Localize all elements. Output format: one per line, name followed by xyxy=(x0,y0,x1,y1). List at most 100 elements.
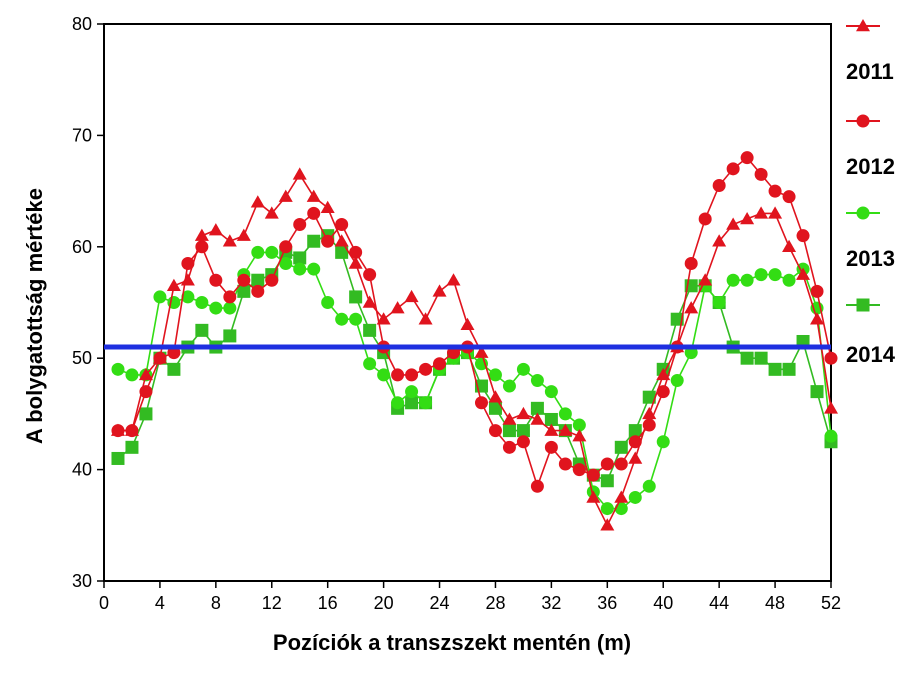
data-point-2011 xyxy=(334,234,349,247)
data-point-2011 xyxy=(572,429,587,442)
data-point-2012 xyxy=(726,162,740,176)
data-point-2013 xyxy=(405,385,419,399)
data-point-2012 xyxy=(265,273,279,287)
data-point-2011 xyxy=(782,239,797,253)
data-point-2012 xyxy=(251,284,265,298)
series-line-2013 xyxy=(117,251,832,510)
data-point-2011 xyxy=(698,273,713,286)
x-tick-label: 44 xyxy=(709,593,729,613)
x-tick-label: 40 xyxy=(653,593,673,613)
legend: 2011 2012 2013 2014 xyxy=(846,19,896,367)
data-point-2011 xyxy=(502,412,517,425)
data-point-2012 xyxy=(209,273,223,287)
data-point-2013 xyxy=(558,407,572,421)
data-point-2013 xyxy=(754,268,768,282)
data-point-2012 xyxy=(307,206,321,220)
data-point-2011 xyxy=(278,189,293,202)
data-point-2013 xyxy=(377,368,391,382)
x-tick-label: 24 xyxy=(430,593,450,613)
x-tick-label: 0 xyxy=(99,593,109,613)
x-tick-label: 28 xyxy=(485,593,505,613)
legend-marker xyxy=(856,114,870,128)
data-point-2011 xyxy=(544,423,559,436)
data-point-2011 xyxy=(810,312,825,325)
x-tick-label: 16 xyxy=(318,593,338,613)
data-point-2013 xyxy=(363,357,377,371)
data-point-2011 xyxy=(796,267,811,280)
data-point-2012 xyxy=(796,229,810,243)
data-point-2013 xyxy=(572,418,586,432)
data-point-2014 xyxy=(488,401,502,415)
series-line-2012 xyxy=(118,156,832,489)
data-point-2013 xyxy=(251,245,265,259)
data-point-2012 xyxy=(474,396,488,410)
data-point-2013 xyxy=(419,396,433,410)
x-tick-label: 20 xyxy=(374,593,394,613)
data-point-2011 xyxy=(194,228,209,241)
data-point-2014 xyxy=(125,440,139,454)
data-point-2012 xyxy=(754,167,768,181)
data-point-2012 xyxy=(712,179,726,193)
data-point-2012 xyxy=(502,440,516,454)
data-point-2012 xyxy=(810,284,824,298)
x-axis-title: Pozíciók a transzszekt mentén (m) xyxy=(273,630,631,655)
data-point-2011 xyxy=(110,423,125,436)
data-point-2013 xyxy=(824,429,838,443)
data-point-2013 xyxy=(293,262,307,276)
legend-item-2014: 2014 xyxy=(846,298,896,367)
y-tick-label: 60 xyxy=(72,237,92,257)
data-point-2014 xyxy=(782,362,796,376)
data-point-2012 xyxy=(279,240,293,254)
data-point-2013 xyxy=(600,502,614,516)
data-point-2014 xyxy=(614,440,628,454)
data-point-2013 xyxy=(516,362,530,376)
data-point-2012 xyxy=(740,151,754,165)
data-point-2012 xyxy=(321,234,335,248)
legend-marker xyxy=(856,19,870,32)
data-point-2013 xyxy=(349,312,363,326)
legend-label: 2012 xyxy=(846,154,895,179)
data-point-2013 xyxy=(307,262,321,276)
data-point-2012 xyxy=(349,245,363,259)
x-tick-label: 8 xyxy=(211,593,221,613)
data-point-2011 xyxy=(768,206,783,219)
plot-frame xyxy=(103,23,832,582)
data-point-2011 xyxy=(236,228,251,241)
data-point-2011 xyxy=(124,423,139,436)
data-point-2013 xyxy=(642,479,656,493)
data-point-2012 xyxy=(544,440,558,454)
data-point-2014 xyxy=(139,407,153,421)
data-point-2013 xyxy=(614,502,628,516)
data-point-2012 xyxy=(405,368,419,382)
data-series xyxy=(110,151,838,531)
data-point-2012 xyxy=(237,273,251,287)
data-point-2014 xyxy=(768,362,782,376)
data-point-2013 xyxy=(279,257,293,271)
x-tick-label: 52 xyxy=(821,593,841,613)
series-2012 xyxy=(111,151,838,493)
data-point-2014 xyxy=(754,351,768,365)
data-point-2012 xyxy=(223,290,237,304)
data-point-2014 xyxy=(293,251,307,265)
data-point-2011 xyxy=(306,189,321,202)
data-point-2011 xyxy=(684,301,699,314)
data-point-2014 xyxy=(600,474,614,488)
y-tick-label: 80 xyxy=(72,14,92,34)
x-tick-label: 36 xyxy=(597,593,617,613)
data-point-2013 xyxy=(111,362,125,376)
y-axis-title: A bolygatottság mértéke xyxy=(22,188,47,444)
data-point-2014 xyxy=(223,329,237,343)
data-point-2013 xyxy=(335,312,349,326)
data-point-2013 xyxy=(209,301,223,315)
data-point-2014 xyxy=(349,290,363,304)
data-point-2011 xyxy=(754,206,769,219)
data-point-2011 xyxy=(180,273,195,286)
legend-marker xyxy=(856,206,870,220)
data-point-2012 xyxy=(488,424,502,438)
data-point-2011 xyxy=(418,312,433,325)
data-point-2012 xyxy=(572,463,586,477)
data-point-2011 xyxy=(628,451,643,464)
data-point-2013 xyxy=(502,379,516,393)
data-point-2011 xyxy=(614,490,629,503)
x-tick-label: 48 xyxy=(765,593,785,613)
